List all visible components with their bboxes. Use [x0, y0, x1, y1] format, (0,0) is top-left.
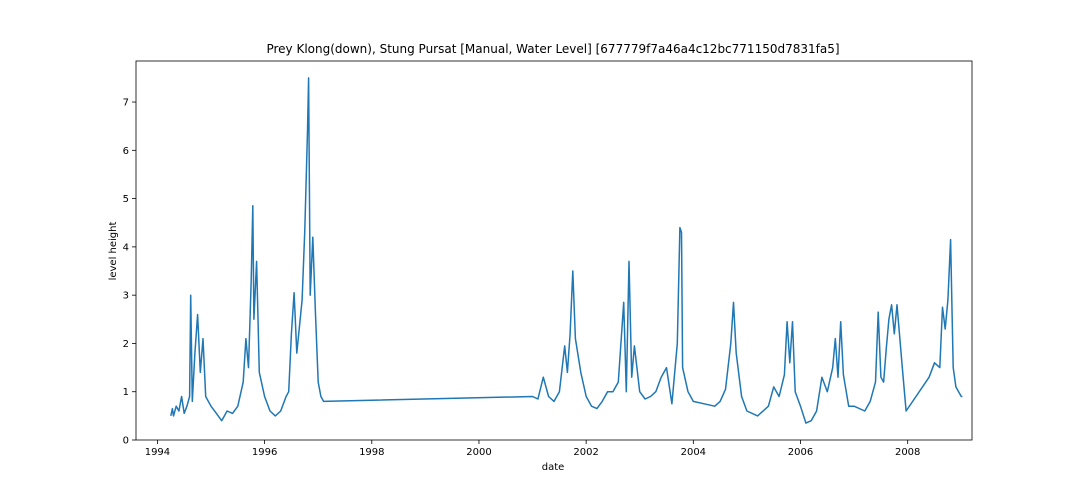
x-tick-label: 2002 [573, 447, 598, 458]
x-axis: 1994 1996 1998 2000 2002 2004 2006 2008 [145, 440, 920, 458]
x-tick-label: 1998 [359, 447, 384, 458]
x-tick-label: 2008 [895, 447, 920, 458]
x-tick-label: 1994 [145, 447, 170, 458]
series-line [170, 77, 963, 424]
y-tick-label: 1 [123, 387, 129, 398]
y-tick-label: 6 [123, 146, 129, 157]
x-tick-label: 1996 [252, 447, 277, 458]
x-tick-label: 2000 [466, 447, 491, 458]
y-tick-label: 3 [123, 291, 129, 302]
y-tick-label: 7 [123, 98, 129, 109]
y-tick-label: 2 [123, 339, 129, 350]
y-tick-label: 4 [123, 242, 129, 253]
x-tick-label: 2004 [681, 447, 706, 458]
x-axis-label: date [542, 462, 565, 473]
y-axis-label: level height [108, 222, 119, 281]
y-tick-label: 5 [123, 194, 129, 205]
y-tick-label: 0 [123, 436, 129, 447]
plot-frame [135, 60, 973, 441]
plot-area [135, 60, 973, 441]
y-axis: 0 1 2 3 4 5 6 7 [123, 98, 136, 447]
chart-title: Prey Klong(down), Stung Pursat [Manual, … [266, 42, 839, 56]
x-tick-label: 2006 [788, 447, 813, 458]
